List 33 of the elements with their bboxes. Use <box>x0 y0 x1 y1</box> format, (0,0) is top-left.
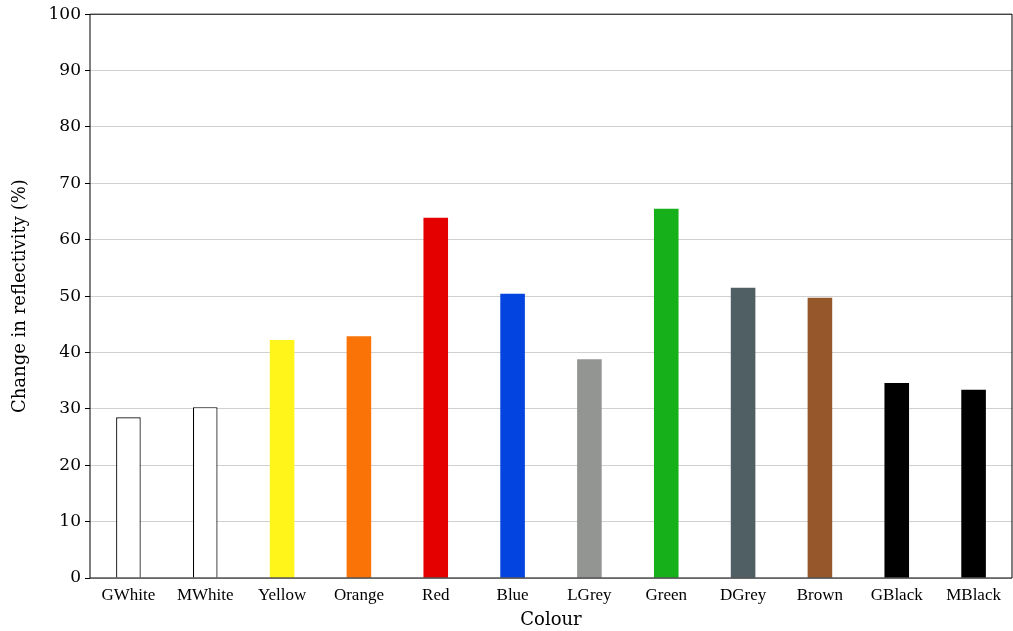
bar <box>500 293 525 578</box>
y-axis-title: Change in reflectivity (%) <box>8 179 30 414</box>
y-tick-label: 50 <box>59 284 81 305</box>
y-tick-label: 70 <box>59 171 81 192</box>
y-tick-label: 20 <box>59 453 81 474</box>
x-tick-label: Orange <box>333 584 384 604</box>
x-tick-label: LGrey <box>567 584 613 604</box>
bar <box>423 217 449 578</box>
bar <box>346 336 372 578</box>
x-tick-label: Blue <box>496 584 529 604</box>
x-tick-label: MWhite <box>176 584 234 604</box>
bar <box>730 287 756 578</box>
x-tick-label: MBlack <box>946 584 1002 604</box>
x-tick-label: DGrey <box>719 584 767 604</box>
x-tick-label: Yellow <box>257 584 307 604</box>
x-tick-label: Red <box>422 584 450 604</box>
y-tick-label: 40 <box>59 340 81 361</box>
bar <box>653 208 679 578</box>
x-tick-label: Green <box>645 584 688 604</box>
bar <box>269 340 295 578</box>
bar <box>577 359 602 578</box>
x-tick-label: GWhite <box>101 584 156 604</box>
y-tick-label: 100 <box>48 2 81 23</box>
y-tick-label: 30 <box>59 397 81 418</box>
y-tick-label: 60 <box>59 228 81 249</box>
y-tick-label: 90 <box>59 59 81 79</box>
x-tick-label: Brown <box>796 584 844 604</box>
y-tick-label: 0 <box>70 566 81 587</box>
x-axis-title: Colour <box>520 607 583 629</box>
x-tick-label: GBlack <box>870 584 924 604</box>
bar <box>807 297 833 578</box>
y-tick-label: 80 <box>59 115 81 136</box>
y-tick-label: 10 <box>59 510 81 531</box>
